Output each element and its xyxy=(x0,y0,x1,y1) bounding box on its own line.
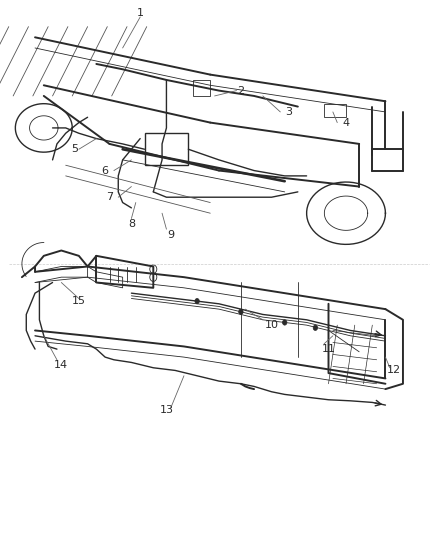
Text: 11: 11 xyxy=(321,344,336,354)
Text: 10: 10 xyxy=(265,320,279,330)
Circle shape xyxy=(239,309,243,314)
Text: 15: 15 xyxy=(72,296,86,306)
Circle shape xyxy=(195,298,199,304)
Bar xyxy=(324,104,346,117)
Text: 14: 14 xyxy=(54,360,68,370)
Text: 4: 4 xyxy=(343,118,350,127)
Text: 13: 13 xyxy=(159,406,173,415)
Text: 3: 3 xyxy=(286,107,293,117)
Text: 7: 7 xyxy=(106,192,113,202)
Text: 9: 9 xyxy=(167,230,174,239)
Bar xyxy=(193,80,210,96)
Text: 1: 1 xyxy=(137,9,144,18)
Text: 8: 8 xyxy=(128,219,135,229)
Text: 12: 12 xyxy=(387,366,401,375)
Text: 6: 6 xyxy=(102,166,109,175)
Bar xyxy=(145,133,188,165)
Circle shape xyxy=(283,320,287,325)
Text: 5: 5 xyxy=(71,144,78,154)
Text: 2: 2 xyxy=(237,86,244,95)
Circle shape xyxy=(313,325,318,330)
